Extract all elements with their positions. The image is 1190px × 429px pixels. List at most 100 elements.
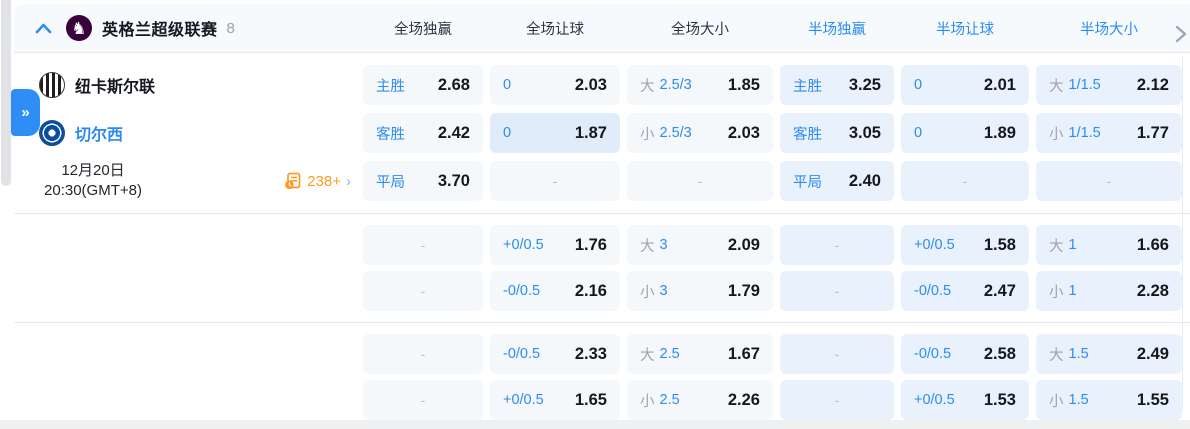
odds-value: 2.16 bbox=[574, 281, 607, 300]
odds-selection-label: 0 bbox=[914, 125, 923, 141]
expand-sidebar-tab[interactable]: » bbox=[11, 89, 40, 136]
odds-selection-label: 1.5 bbox=[1068, 346, 1089, 362]
away-team-name[interactable]: 切尔西 bbox=[75, 127, 124, 144]
over-under-prefix: 小 bbox=[1049, 284, 1064, 301]
column-header-full-overunder: 全场大小 bbox=[671, 21, 729, 38]
odds-cell[interactable]: 平局 2.40 bbox=[780, 161, 894, 201]
odds-selection-label: 主胜 bbox=[376, 78, 405, 95]
odds-selection-label: 3 bbox=[659, 283, 668, 299]
odds-cell-empty: - bbox=[1036, 161, 1182, 201]
odds-value: 2.40 bbox=[848, 171, 881, 190]
over-under-prefix: 小 bbox=[640, 393, 655, 410]
odds-cell[interactable]: 小 2.5/3 2.03 bbox=[627, 113, 773, 153]
odds-value: 2.58 bbox=[983, 344, 1016, 363]
chevron-right-icon bbox=[1175, 25, 1187, 43]
odds-cell[interactable]: -0/0.5 2.58 bbox=[901, 334, 1029, 374]
odds-value: 1.87 bbox=[574, 123, 607, 142]
odds-cell[interactable]: 0 2.03 bbox=[490, 65, 620, 105]
odds-selection-label: +0/0.5 bbox=[503, 237, 544, 253]
odds-selection-label: 0 bbox=[503, 125, 512, 141]
markets-stats-icon bbox=[285, 172, 301, 190]
chevron-up-icon bbox=[35, 23, 51, 33]
league-odds-panel: ♞ 英格兰超级联赛 8 全场独赢 全场让球 全场大小 半场独赢 半场让球 半场大… bbox=[14, 4, 1190, 420]
collapse-league-button[interactable] bbox=[32, 17, 54, 39]
over-under-prefix: 大 bbox=[640, 347, 655, 364]
odds-cell-empty: - bbox=[363, 225, 483, 265]
odds-cell-empty: - bbox=[780, 380, 894, 420]
odds-cell[interactable]: 大 2.5 1.67 bbox=[627, 334, 773, 374]
odds-cell[interactable]: 主胜 3.25 bbox=[780, 65, 894, 105]
alt-line-row: - +0/0.5 1.76 大 3 2.09 - +0/0.5 1.58 bbox=[14, 222, 1190, 268]
odds-cell[interactable]: -0/0.5 2.47 bbox=[901, 271, 1029, 311]
left-scrollbar[interactable] bbox=[1, 0, 11, 186]
odds-cell-empty: - bbox=[363, 380, 483, 420]
odds-cell[interactable]: 大 2.5/3 1.85 bbox=[627, 65, 773, 105]
away-team-row: 切尔西 客胜 2.42 0 1.87 小 2.5/3 2.03 客胜 3.0 bbox=[14, 109, 1190, 157]
odds-cell[interactable]: 小 1.5 1.55 bbox=[1036, 380, 1182, 420]
odds-value: 3.05 bbox=[848, 123, 881, 142]
odds-cell[interactable]: 小 3 1.79 bbox=[627, 271, 773, 311]
column-header-row: ♞ 英格兰超级联赛 8 全场独赢 全场让球 全场大小 半场独赢 半场让球 半场大… bbox=[14, 4, 1190, 53]
odds-cell[interactable]: -0/0.5 2.33 bbox=[490, 334, 620, 374]
odds-cell[interactable]: 0 2.01 bbox=[901, 65, 1029, 105]
scroll-columns-right-button[interactable] bbox=[1173, 25, 1189, 43]
odds-cell[interactable]: 大 1.5 2.49 bbox=[1036, 334, 1182, 374]
panel-right-divider bbox=[1182, 56, 1183, 410]
odds-cell[interactable]: 大 1 1.66 bbox=[1036, 225, 1182, 265]
odds-cell[interactable]: 0 1.89 bbox=[901, 113, 1029, 153]
odds-selection-label: -0/0.5 bbox=[503, 346, 541, 362]
empty-odds-dash: - bbox=[834, 392, 840, 408]
home-team-label: 纽卡斯尔联 bbox=[14, 72, 363, 98]
odds-value: 1.55 bbox=[1136, 390, 1169, 409]
alt-line-row: - -0/0.5 2.16 小 3 1.79 - -0/0.5 2.47 bbox=[14, 268, 1190, 314]
odds-selection-label: 1/1.5 bbox=[1068, 77, 1101, 93]
alt-line-row: - -0/0.5 2.33 大 2.5 1.67 - -0/0.5 2.58 bbox=[14, 331, 1190, 377]
odds-cell[interactable]: 0 1.87 bbox=[490, 113, 620, 153]
away-team-label: 切尔西 bbox=[14, 120, 363, 146]
odds-selection-label: +0/0.5 bbox=[914, 237, 955, 253]
premier-league-logo-icon: ♞ bbox=[66, 15, 92, 41]
empty-odds-dash: - bbox=[420, 346, 426, 362]
odds-selection-label: 0 bbox=[914, 77, 923, 93]
odds-value: 1.79 bbox=[727, 281, 760, 300]
market-group-alt-lines-1: - +0/0.5 1.76 大 3 2.09 - +0/0.5 1.58 bbox=[14, 213, 1190, 322]
odds-cell[interactable]: 主胜 2.68 bbox=[363, 65, 483, 105]
home-team-row: 纽卡斯尔联 主胜 2.68 0 2.03 大 2.5/3 1.85 主胜 3 bbox=[14, 61, 1190, 109]
odds-cell-empty: - bbox=[780, 225, 894, 265]
odds-cell[interactable]: 客胜 3.05 bbox=[780, 113, 894, 153]
odds-cell[interactable]: 客胜 2.42 bbox=[363, 113, 483, 153]
league-header: ♞ 英格兰超级联赛 8 bbox=[14, 15, 363, 41]
odds-value: 2.09 bbox=[727, 235, 760, 254]
odds-cell-empty: - bbox=[490, 161, 620, 201]
more-markets-link[interactable]: 238+ › bbox=[284, 172, 351, 190]
empty-odds-dash: - bbox=[834, 237, 840, 253]
odds-cell[interactable]: 大 3 2.09 bbox=[627, 225, 773, 265]
home-team-name[interactable]: 纽卡斯尔联 bbox=[75, 79, 156, 96]
odds-selection-label: 0 bbox=[503, 77, 512, 93]
odds-value: 2.12 bbox=[1136, 75, 1169, 94]
empty-odds-dash: - bbox=[420, 392, 426, 408]
odds-cell[interactable]: 大 1/1.5 2.12 bbox=[1036, 65, 1182, 105]
home-team-badge-icon bbox=[39, 72, 65, 98]
odds-selection-label: +0/0.5 bbox=[503, 392, 544, 408]
odds-value: 3.25 bbox=[848, 75, 881, 94]
odds-value: 2.42 bbox=[437, 123, 470, 142]
odds-cell[interactable]: +0/0.5 1.65 bbox=[490, 380, 620, 420]
odds-cell[interactable]: 平局 3.70 bbox=[363, 161, 483, 201]
odds-value: 2.03 bbox=[574, 75, 607, 94]
odds-cell[interactable]: 小 1 2.28 bbox=[1036, 271, 1182, 311]
over-under-prefix: 大 bbox=[640, 238, 655, 255]
odds-cell[interactable]: -0/0.5 2.16 bbox=[490, 271, 620, 311]
odds-value: 2.33 bbox=[574, 344, 607, 363]
odds-cell[interactable]: +0/0.5 1.76 bbox=[490, 225, 620, 265]
league-match-count: 8 bbox=[226, 19, 235, 37]
odds-cell[interactable]: 小 1/1.5 1.77 bbox=[1036, 113, 1182, 153]
empty-odds-dash: - bbox=[962, 173, 968, 189]
odds-value: 1.89 bbox=[983, 123, 1016, 142]
odds-cell[interactable]: +0/0.5 1.58 bbox=[901, 225, 1029, 265]
over-under-prefix: 小 bbox=[640, 284, 655, 301]
odds-selection-label: -0/0.5 bbox=[503, 283, 541, 299]
odds-cell[interactable]: +0/0.5 1.53 bbox=[901, 380, 1029, 420]
odds-cell-empty: - bbox=[780, 334, 894, 374]
odds-cell[interactable]: 小 2.5 2.26 bbox=[627, 380, 773, 420]
